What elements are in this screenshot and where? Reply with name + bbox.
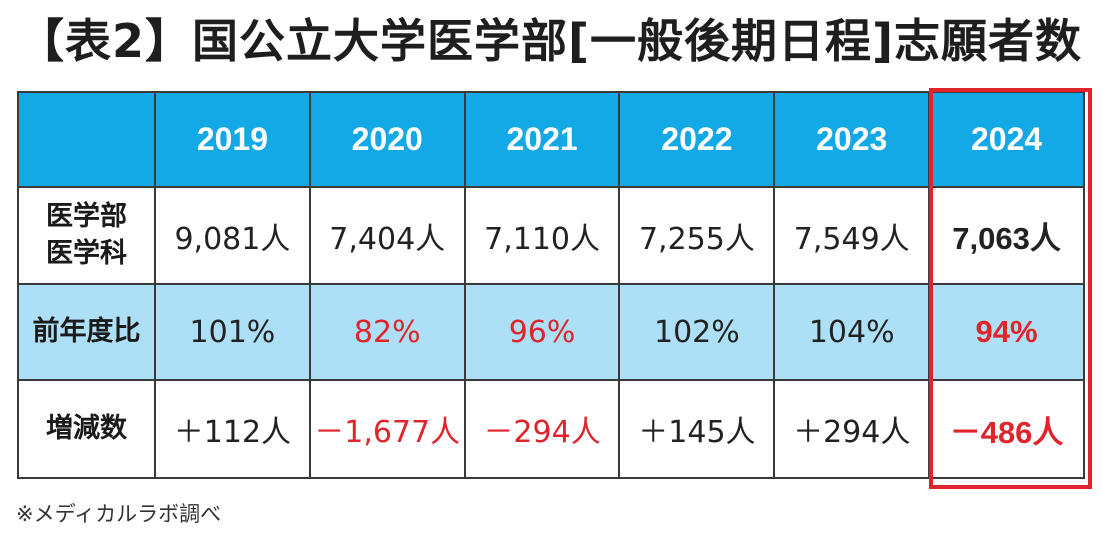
year-header: 2021 <box>463 91 621 188</box>
row-label-line: 医学部 <box>46 201 127 233</box>
table-cell: 101% <box>154 283 311 381</box>
row-label-applicants: 医学部 医学科 <box>17 186 156 285</box>
applicants-table: 2019 2020 2021 2022 2023 2024 医学部 医学科 9,… <box>17 91 1085 479</box>
table-cell: ＋294人 <box>773 379 931 479</box>
table-cell-negative: －1,677人 <box>308 379 466 479</box>
year-header-highlight: 2024 <box>928 91 1085 188</box>
row-label-change: 増減数 <box>17 379 156 479</box>
table-cell: 7,255人 <box>618 186 776 285</box>
table-cell-negative: 96% <box>463 283 621 381</box>
table-header-row: 2019 2020 2021 2022 2023 2024 <box>17 91 1085 188</box>
table-cell-highlight: 94% <box>928 283 1085 381</box>
table-cell: ＋145人 <box>618 379 776 479</box>
table-cell: 7,404人 <box>308 186 466 285</box>
year-header: 2019 <box>154 91 311 188</box>
table-cell-highlight: －486人 <box>928 379 1085 479</box>
table-cell: 7,549人 <box>773 186 931 285</box>
header-corner <box>17 91 156 188</box>
table-row-applicants: 医学部 医学科 9,081人 7,404人 7,110人 7,255人 7,54… <box>17 186 1085 285</box>
row-label-line: 医学科 <box>46 237 127 269</box>
page-title: 【表2】国公立大学医学部[一般後期日程]志願者数 <box>18 14 1083 68</box>
table-cell: ＋112人 <box>154 379 311 479</box>
table-cell: 102% <box>618 283 776 381</box>
year-header: 2023 <box>773 91 931 188</box>
year-header: 2020 <box>308 91 466 188</box>
table-row-ratio: 前年度比 101% 82% 96% 102% 104% 94% <box>17 283 1085 381</box>
table-cell-negative: 82% <box>308 283 466 381</box>
table-row-change: 増減数 ＋112人 －1,677人 －294人 ＋145人 ＋294人 －486… <box>17 379 1085 479</box>
year-header: 2022 <box>618 91 776 188</box>
table-cell-negative: －294人 <box>463 379 621 479</box>
table-cell: 9,081人 <box>154 186 311 285</box>
table-cell-highlight: 7,063人 <box>928 186 1085 285</box>
row-label-ratio: 前年度比 <box>17 283 156 381</box>
table-cell: 104% <box>773 283 931 381</box>
source-note: ※メディカルラボ調べ <box>16 502 222 526</box>
table-cell: 7,110人 <box>463 186 621 285</box>
